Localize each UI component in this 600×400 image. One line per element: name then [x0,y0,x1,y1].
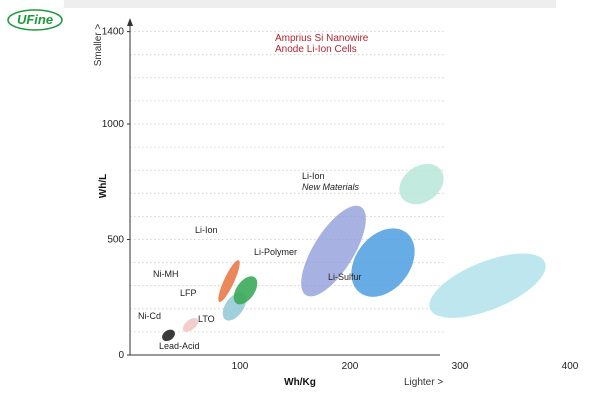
label-li-ion-new-1: Li-Ion [302,171,325,181]
label-amprius-1: Amprius Si Nanowire [275,33,369,44]
x-tick-label: 100 [232,361,249,372]
region-ni-cd [182,318,199,332]
ufine-logo[interactable]: UFine [6,8,64,32]
label-li-polymer: Li-Polymer [254,247,297,257]
label-ni-mh: Ni-MH [153,269,179,279]
region-li-ion-new-materials [399,163,444,205]
label-lfp: LFP [180,288,197,298]
axes [127,18,440,356]
y-tick-label: 1000 [102,119,125,130]
label-li-ion: Li-Ion [195,225,218,235]
x-tick-label: 300 [452,361,469,372]
label-amprius-2: Anode Li-Ion Cells [275,44,357,55]
y-tick-label: 0 [118,350,124,361]
label-lto: LTO [198,314,215,324]
battery-regions [162,163,546,342]
y-axis-label: Wh/L [98,174,109,198]
label-li-ion-new-2: New Materials [302,182,360,192]
grid-lines [130,31,445,333]
y-tick-label: 1400 [102,27,125,38]
logo-text: UFine [17,12,53,27]
y-tick-label: 500 [107,235,124,246]
region-ni-mh [218,260,240,303]
x-tick-label: 200 [342,361,359,372]
label-lead-acid: Lead-Acid [159,341,200,351]
x-axis-hint: Lighter > [404,377,443,388]
label-ni-cd: Ni-Cd [138,311,161,321]
y-axis-arrow [127,18,133,26]
label-li-sulfur: Li-Sulfur [328,272,362,282]
region-li-polymer [351,228,415,297]
logo-ring [7,9,63,31]
x-ticks: 100200300400500 [232,361,579,372]
y-ticks: 0 500 1000 1400 [102,27,130,361]
region-li-sulfur [429,253,546,318]
region-lfp [233,276,258,305]
y-axis-hint: Smaller > [93,24,104,67]
region-lead-acid [162,329,175,342]
x-tick-label: 400 [562,361,579,372]
top-bar [64,0,556,8]
x-axis-label: Wh/Kg [284,377,316,388]
region-li-ion [301,205,366,297]
